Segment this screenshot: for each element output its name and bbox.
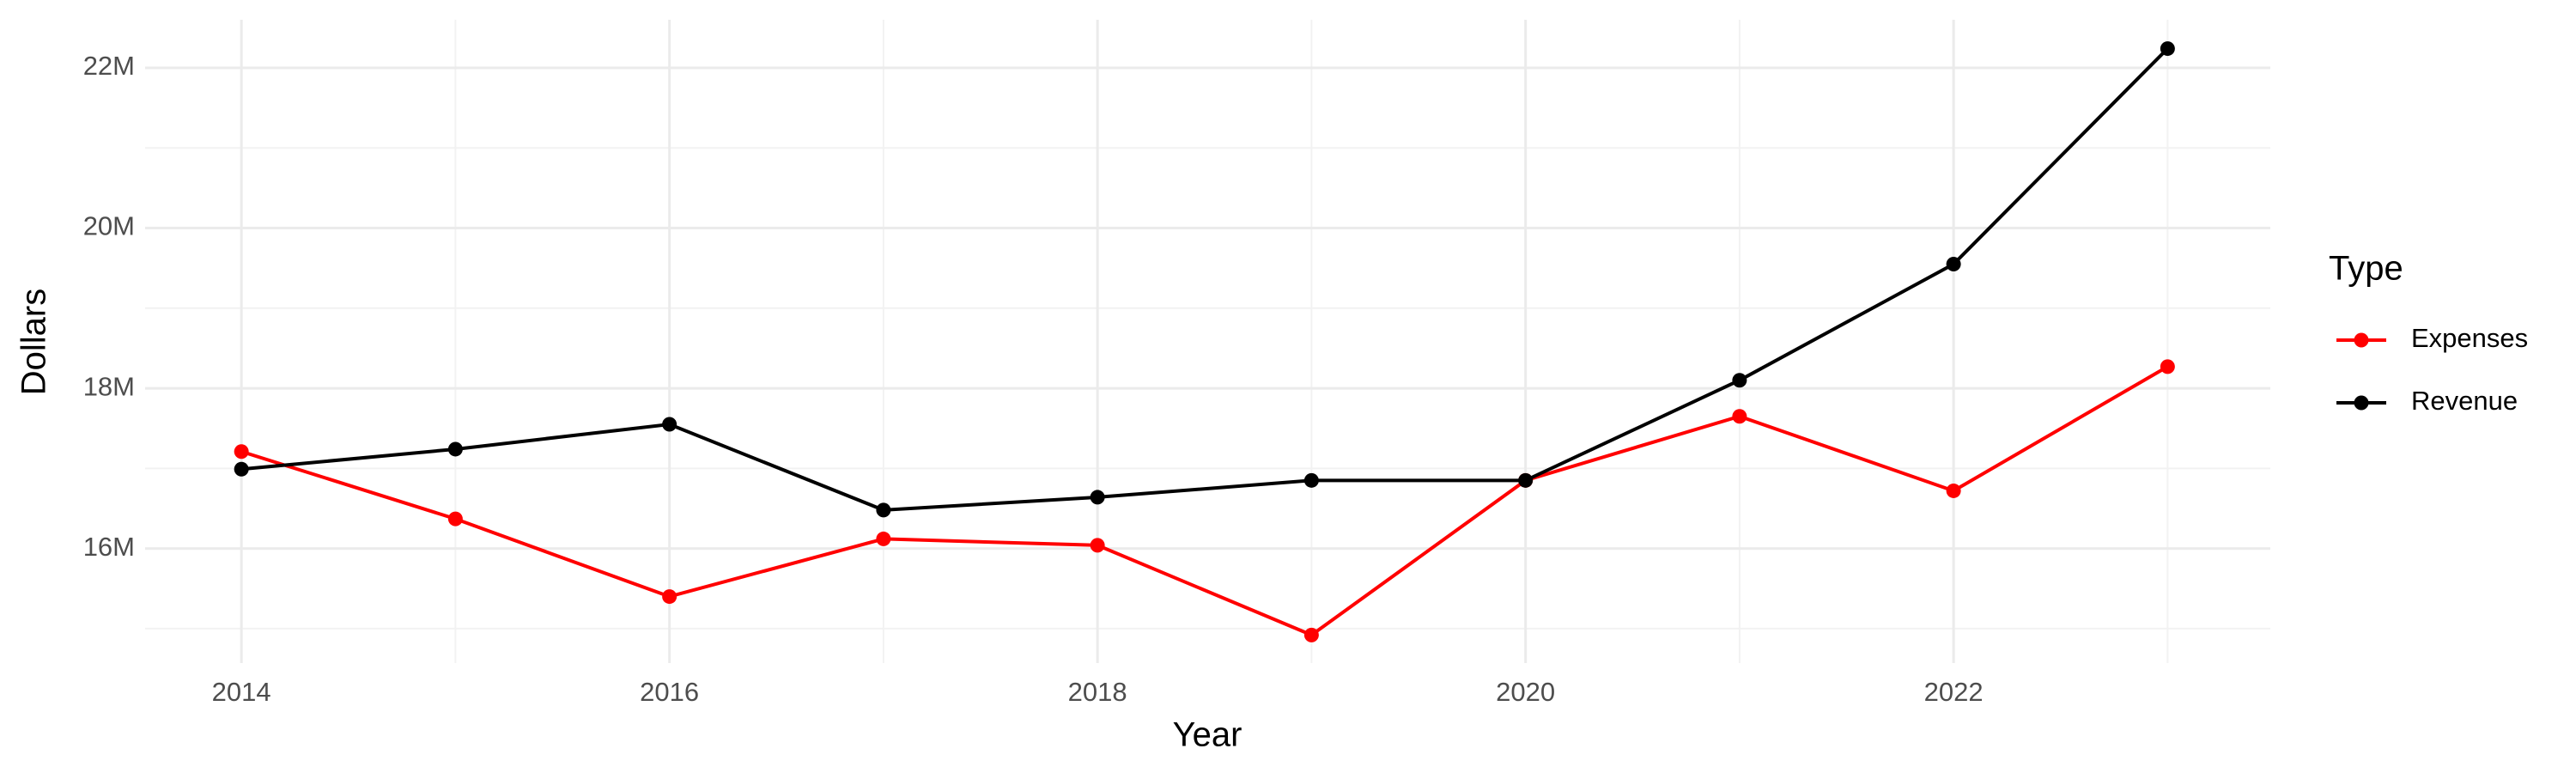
data-point (447, 511, 463, 526)
x-tick-label: 2020 (1496, 677, 1555, 707)
data-point (234, 461, 249, 477)
data-point (876, 502, 891, 518)
y-tick-label: 20M (83, 211, 135, 241)
legend-label: Expenses (2411, 323, 2528, 353)
y-tick-label: 22M (83, 51, 135, 81)
x-axis-title: Year (1173, 716, 1242, 754)
data-point (2160, 359, 2175, 374)
data-point (1090, 538, 1105, 553)
data-point (1090, 490, 1105, 505)
data-point (1303, 472, 1319, 488)
data-point (1732, 373, 1747, 388)
y-tick-label: 16M (83, 532, 135, 562)
series-line (240, 47, 2169, 512)
legend-key-point (2354, 332, 2369, 348)
legend-title: Type (2329, 250, 2403, 288)
legend-key-point (2354, 395, 2369, 411)
x-tick-label: 2014 (212, 677, 271, 707)
series-line (240, 365, 2169, 637)
x-tick-label: 2022 (1924, 677, 1984, 707)
data-point (1732, 409, 1747, 424)
legend-label: Revenue (2411, 386, 2518, 416)
data-point (662, 417, 677, 432)
grid (145, 20, 2270, 663)
y-axis-title: Dollars (15, 289, 53, 395)
data-point (662, 589, 677, 605)
data-point (234, 444, 249, 460)
x-tick-label: 2018 (1068, 677, 1127, 707)
data-point (876, 531, 891, 546)
data-point (447, 441, 463, 457)
x-tick-label: 2016 (640, 677, 699, 707)
y-tick-label: 18M (83, 371, 135, 401)
data-point (1518, 472, 1534, 488)
data-point (2160, 41, 2175, 57)
data-point (1946, 483, 1961, 498)
data-point (1303, 627, 1319, 642)
data-point (1946, 256, 1961, 271)
